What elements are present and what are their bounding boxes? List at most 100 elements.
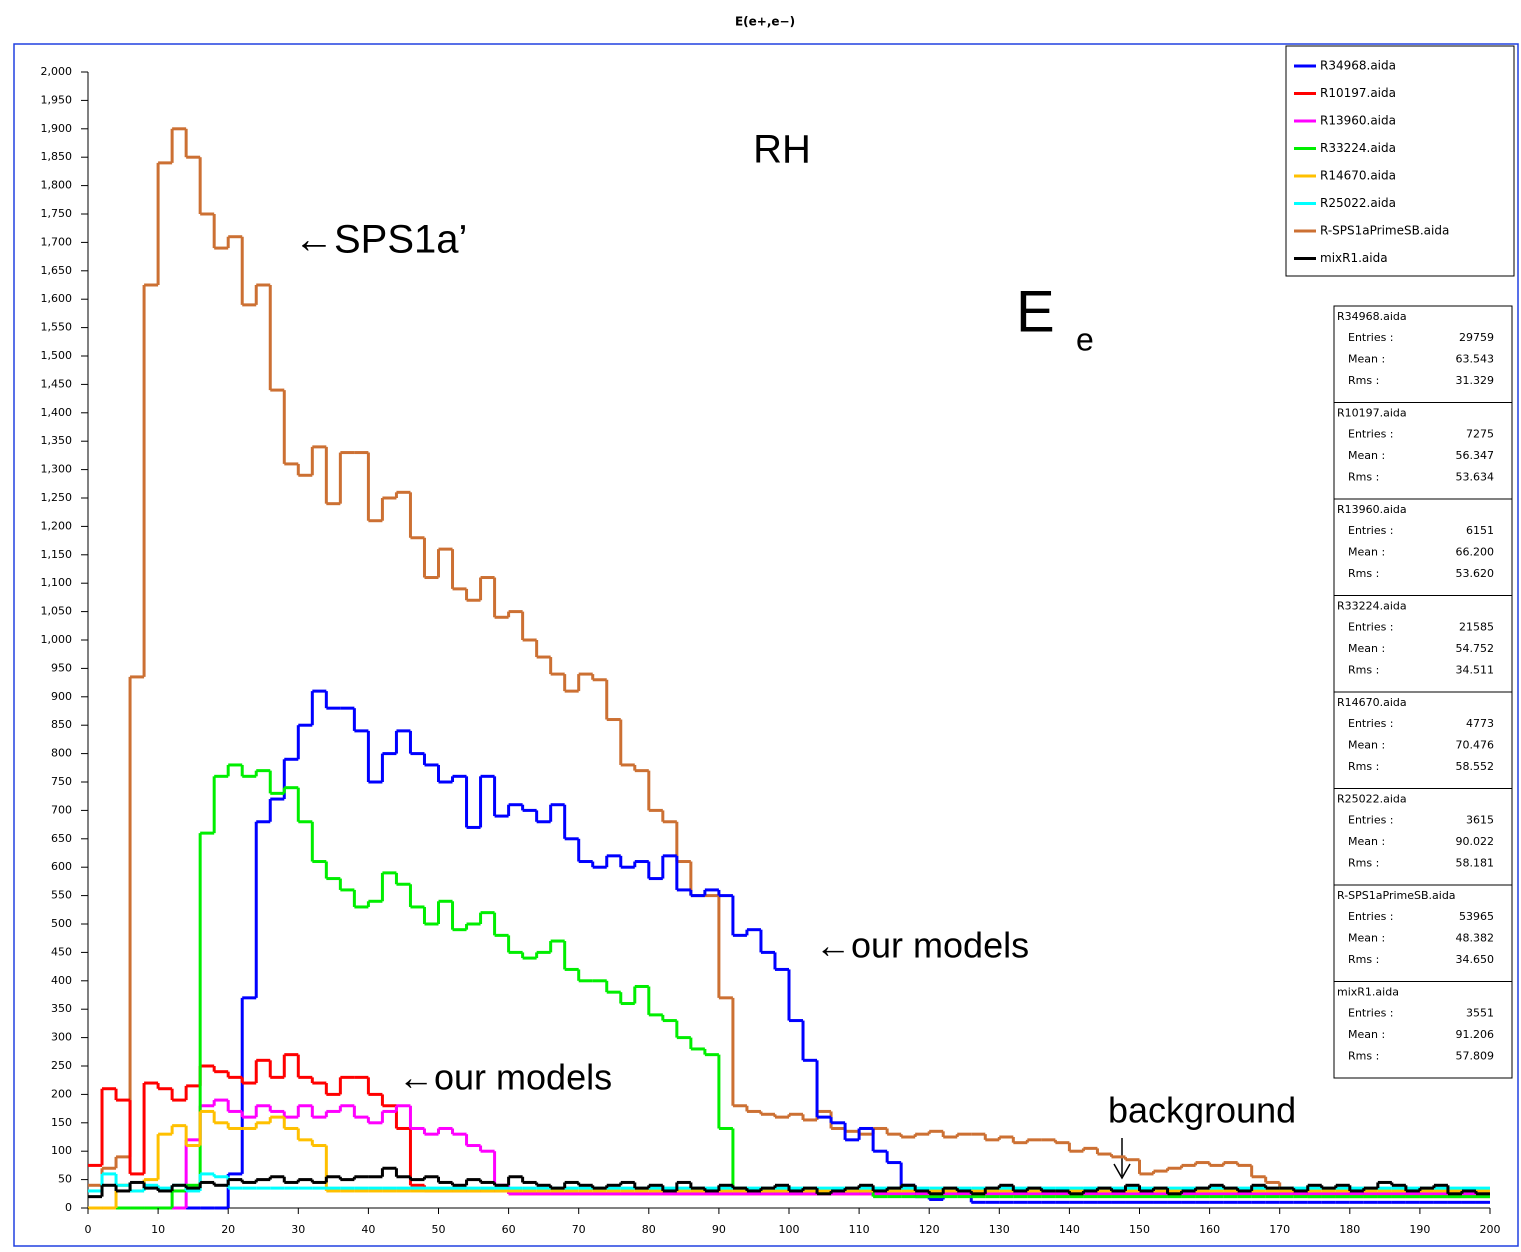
y-tick-label: 700 bbox=[51, 803, 72, 816]
y-tick-label: 1,950 bbox=[41, 93, 73, 106]
stats-box bbox=[1333, 498, 1513, 596]
stats-label: Mean : bbox=[1348, 449, 1385, 462]
x-tick-label: 10 bbox=[151, 1223, 165, 1236]
stats-label: Rms : bbox=[1348, 374, 1379, 387]
y-tick-label: 50 bbox=[58, 1173, 72, 1186]
stats-value: 7275 bbox=[1466, 428, 1494, 441]
legend-label: R34968.aida bbox=[1320, 59, 1396, 73]
x-tick-label: 170 bbox=[1269, 1223, 1290, 1236]
y-tick-label: 1,400 bbox=[41, 406, 73, 419]
y-tick-label: 1,700 bbox=[41, 235, 73, 248]
annotation: ←our models bbox=[398, 1057, 612, 1098]
stats-name: R13960.aida bbox=[1337, 503, 1407, 516]
x-tick-label: 40 bbox=[361, 1223, 375, 1236]
stats-value: 4773 bbox=[1466, 717, 1494, 730]
x-tick-label: 70 bbox=[572, 1223, 586, 1236]
x-tick-label: 200 bbox=[1480, 1223, 1501, 1236]
stats-value: 70.476 bbox=[1456, 739, 1495, 752]
stats-name: R34968.aida bbox=[1337, 310, 1407, 323]
stats-label: Mean : bbox=[1348, 932, 1385, 945]
stats-value: 53965 bbox=[1459, 910, 1494, 923]
stats-label: Mean : bbox=[1348, 546, 1385, 559]
y-tick-label: 1,500 bbox=[41, 349, 73, 362]
stats-box bbox=[1333, 305, 1513, 403]
legend-label: R13960.aida bbox=[1320, 114, 1396, 128]
stats-value: 3615 bbox=[1466, 814, 1494, 827]
stats-value: 53.620 bbox=[1456, 567, 1495, 580]
x-tick-label: 50 bbox=[432, 1223, 446, 1236]
stats-value: 21585 bbox=[1459, 621, 1494, 634]
stats-value: 34.650 bbox=[1456, 953, 1495, 966]
y-tick-label: 1,300 bbox=[41, 463, 73, 476]
y-tick-label: 1,900 bbox=[41, 122, 73, 135]
annotation: E bbox=[1016, 279, 1055, 344]
stats-label: Rms : bbox=[1348, 760, 1379, 773]
x-tick-label: 0 bbox=[85, 1223, 92, 1236]
stats-box bbox=[1333, 788, 1513, 886]
x-tick-label: 130 bbox=[989, 1223, 1010, 1236]
histogram-series bbox=[88, 1166, 1490, 1199]
stats-value: 56.347 bbox=[1456, 449, 1495, 462]
stats-value: 66.200 bbox=[1456, 546, 1495, 559]
stats-box bbox=[1333, 691, 1513, 789]
y-tick-label: 1,850 bbox=[41, 150, 73, 163]
y-tick-label: 950 bbox=[51, 661, 72, 674]
stats-value: 91.206 bbox=[1456, 1028, 1495, 1041]
stats-name: mixR1.aida bbox=[1337, 986, 1399, 999]
y-tick-label: 200 bbox=[51, 1087, 72, 1100]
legend bbox=[1285, 45, 1515, 277]
stats-value: 34.511 bbox=[1456, 664, 1495, 677]
x-tick-label: 110 bbox=[849, 1223, 870, 1236]
stats-value: 48.382 bbox=[1456, 932, 1495, 945]
x-tick-label: 140 bbox=[1059, 1223, 1080, 1236]
stats-label: Rms : bbox=[1348, 664, 1379, 677]
y-tick-label: 350 bbox=[51, 1002, 72, 1015]
stats-label: Rms : bbox=[1348, 857, 1379, 870]
stats-label: Rms : bbox=[1348, 567, 1379, 580]
y-tick-label: 250 bbox=[51, 1059, 72, 1072]
legend-label: R10197.aida bbox=[1320, 86, 1396, 100]
legend-label: R-SPS1aPrimeSB.aida bbox=[1320, 224, 1449, 238]
stats-name: R14670.aida bbox=[1337, 696, 1407, 709]
legend-label: R14670.aida bbox=[1320, 169, 1396, 183]
legend-label: R25022.aida bbox=[1320, 196, 1396, 210]
x-tick-label: 190 bbox=[1409, 1223, 1430, 1236]
y-tick-label: 450 bbox=[51, 945, 72, 958]
y-tick-label: 1,750 bbox=[41, 207, 73, 220]
annotation: e bbox=[1076, 321, 1094, 357]
stats-box bbox=[1333, 595, 1513, 693]
histogram-series bbox=[88, 1098, 1490, 1210]
legend-label: R33224.aida bbox=[1320, 141, 1396, 155]
stats-value: 53.634 bbox=[1456, 471, 1495, 484]
stats-value: 63.543 bbox=[1456, 353, 1495, 366]
y-tick-label: 550 bbox=[51, 889, 72, 902]
annotation: ←SPS1a’ bbox=[294, 218, 467, 262]
y-tick-label: 300 bbox=[51, 1031, 72, 1044]
stats-label: Mean : bbox=[1348, 642, 1385, 655]
stats-label: Entries : bbox=[1348, 428, 1394, 441]
x-tick-label: 60 bbox=[502, 1223, 516, 1236]
histogram-series bbox=[88, 689, 1490, 1210]
y-tick-label: 900 bbox=[51, 690, 72, 703]
x-tick-label: 80 bbox=[642, 1223, 656, 1236]
stats-label: Mean : bbox=[1348, 739, 1385, 752]
y-tick-label: 1,000 bbox=[41, 633, 73, 646]
stats-value: 58.181 bbox=[1456, 857, 1495, 870]
histogram-series bbox=[88, 127, 1490, 1199]
y-tick-label: 1,800 bbox=[41, 179, 73, 192]
y-tick-label: 100 bbox=[51, 1144, 72, 1157]
x-tick-label: 120 bbox=[919, 1223, 940, 1236]
stats-name: R33224.aida bbox=[1337, 600, 1407, 613]
y-tick-label: 850 bbox=[51, 718, 72, 731]
annotation: RH bbox=[753, 128, 811, 172]
stats-value: 3551 bbox=[1466, 1007, 1494, 1020]
stats-value: 29759 bbox=[1459, 331, 1494, 344]
x-tick-label: 160 bbox=[1199, 1223, 1220, 1236]
y-tick-label: 1,200 bbox=[41, 519, 73, 532]
stats-box bbox=[1333, 981, 1513, 1079]
stats-label: Entries : bbox=[1348, 1007, 1394, 1020]
y-tick-label: 1,550 bbox=[41, 321, 73, 334]
annotation: background bbox=[1108, 1090, 1296, 1131]
stats-value: 57.809 bbox=[1456, 1050, 1495, 1063]
